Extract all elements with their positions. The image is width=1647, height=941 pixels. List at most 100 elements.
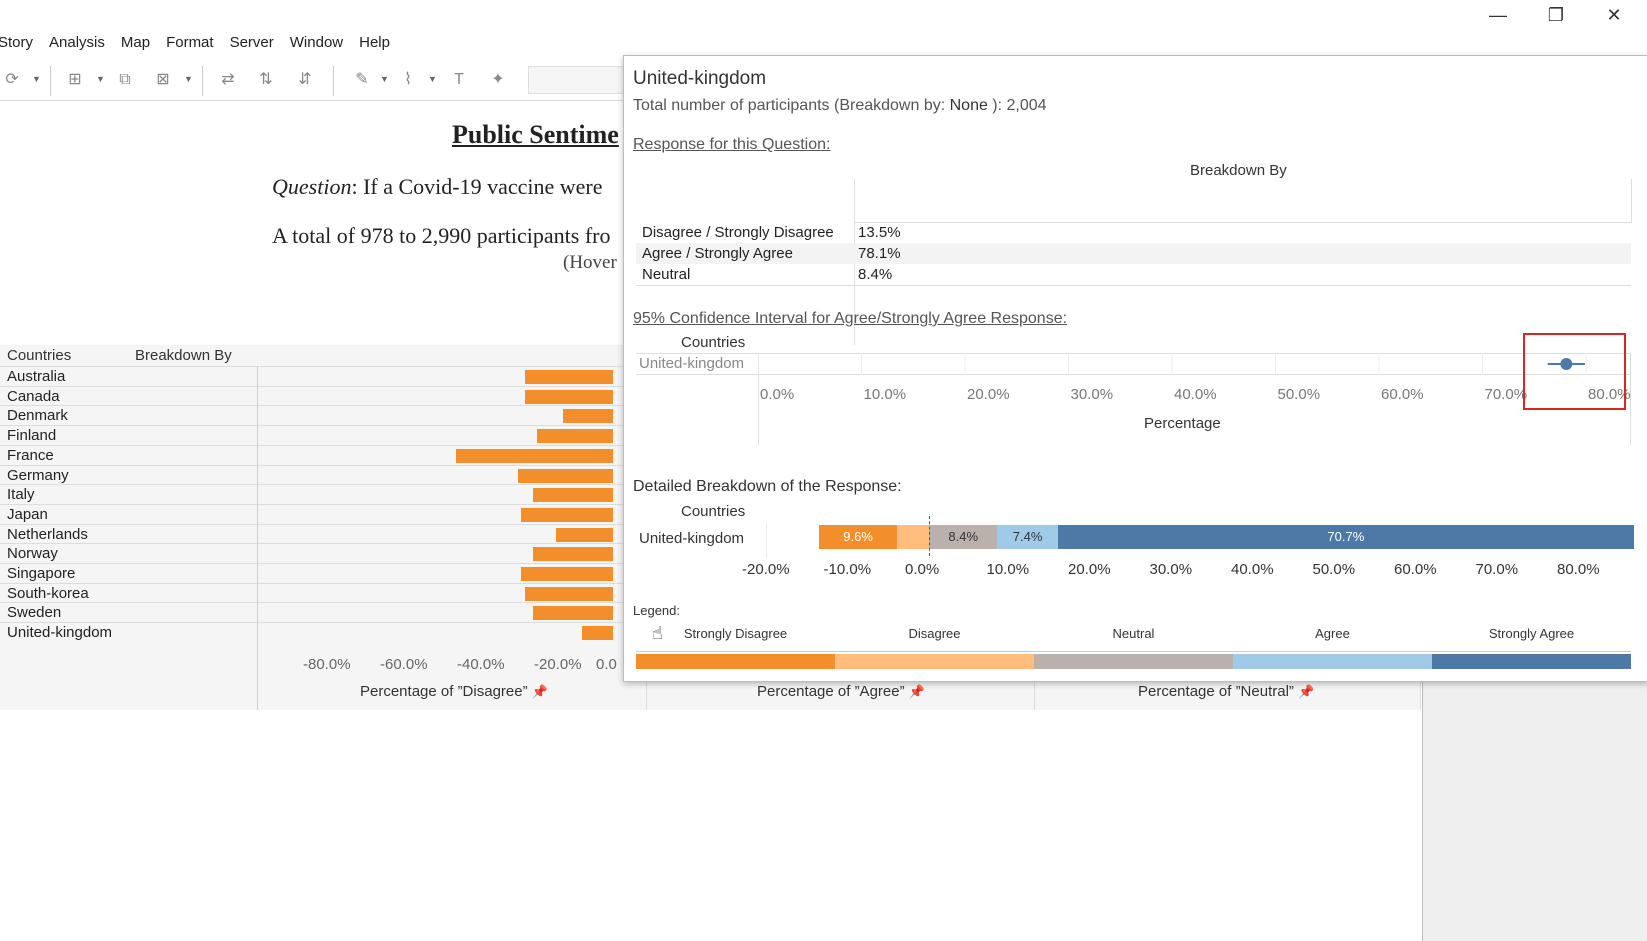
axis-divider — [257, 366, 258, 710]
country-row[interactable]: Denmark — [0, 405, 625, 426]
disagree-bar[interactable] — [563, 409, 613, 424]
country-row[interactable]: France — [0, 444, 625, 466]
legend-swatch[interactable] — [1034, 654, 1233, 669]
response-label: Agree / Strongly Agree — [642, 245, 793, 262]
new-worksheet-icon[interactable]: ⊞ — [68, 71, 82, 88]
detail-heading: Detailed Breakdown of the Response: — [633, 478, 902, 495]
segment-strongly-agree[interactable]: 70.7% — [1057, 525, 1634, 549]
chevron-down-icon[interactable]: ▼ — [428, 74, 437, 84]
country-label: Germany — [7, 466, 69, 484]
disagree-bar[interactable] — [536, 429, 613, 444]
toolbar-divider — [202, 66, 203, 96]
country-row[interactable]: South-korea — [0, 582, 625, 604]
duplicate-icon[interactable]: ⧉ — [119, 71, 131, 88]
toolbar: ⟳ ▼ ⊞ ▼ ⧉ ⊠ ▼ ⇄ ⇅ ⇵ ✎ ▼ ⌇ ▼ T ✦ — [0, 60, 640, 101]
menu-help[interactable]: Help — [359, 34, 390, 51]
pin-icon[interactable]: ✦ — [491, 71, 505, 88]
response-value: 13.5% — [858, 224, 901, 241]
refresh-icon[interactable]: ⟳ — [5, 71, 19, 88]
countries-header: Countries — [7, 347, 72, 364]
sort-descending-icon[interactable]: ⇵ — [298, 71, 312, 88]
chevron-down-icon[interactable]: ▼ — [96, 74, 105, 84]
restore-button[interactable]: ❐ — [1547, 5, 1565, 25]
table-row[interactable]: Disagree / Strongly Disagree 13.5% — [636, 222, 1631, 243]
legend-swatch[interactable] — [835, 654, 1034, 669]
disagree-bar[interactable] — [456, 448, 613, 463]
pin-icon[interactable]: 📌 — [531, 684, 548, 699]
disagree-bar[interactable] — [525, 586, 613, 601]
ci-countries-header: Countries — [681, 334, 746, 351]
dashboard-question: Question: If a Covid-19 vaccine were — [272, 174, 603, 200]
toolbar-divider — [50, 66, 51, 96]
highlight-icon[interactable]: ✎ — [355, 71, 369, 88]
disagree-bar[interactable] — [517, 468, 613, 483]
menu-map[interactable]: Map — [120, 34, 151, 51]
disagree-bar[interactable] — [582, 626, 613, 641]
legend-swatch[interactable] — [636, 654, 835, 669]
country-row[interactable]: Germany — [0, 464, 625, 486]
pin-icon[interactable]: 📌 — [1298, 684, 1315, 699]
disagree-bar[interactable] — [521, 567, 613, 581]
ci-highlight-box — [1523, 333, 1626, 410]
menu-window[interactable]: Window — [289, 34, 344, 51]
country-label: Canada — [7, 387, 60, 405]
legend-divider — [636, 651, 1631, 652]
segment-strongly-disagree[interactable]: 9.6% — [818, 525, 898, 549]
menu-format[interactable]: Format — [166, 34, 214, 51]
country-row[interactable]: Singapore — [0, 563, 625, 584]
chevron-down-icon[interactable]: ▼ — [32, 74, 41, 84]
disagree-bar[interactable] — [521, 507, 613, 522]
minimize-button[interactable]: — — [1489, 5, 1507, 25]
country-row[interactable]: Japan — [0, 503, 625, 525]
disagree-bar[interactable] — [525, 370, 613, 384]
segment-agree[interactable]: 7.4% — [997, 525, 1058, 549]
neutral-axis-title[interactable]: Percentage of ”Neutral” 📌 — [1138, 683, 1314, 700]
close-button[interactable]: ✕ — [1606, 5, 1622, 25]
disagree-bar[interactable] — [555, 527, 613, 542]
menu-server[interactable]: Server — [229, 34, 274, 51]
disagree-bar[interactable] — [532, 488, 613, 503]
country-label: Italy — [7, 486, 35, 504]
sort-ascending-icon[interactable]: ⇅ — [259, 71, 273, 88]
country-row[interactable]: Sweden — [0, 602, 625, 623]
ci-country-label: United-kingdom — [639, 355, 745, 372]
menu-story[interactable]: Story — [0, 34, 34, 51]
segment-neutral[interactable]: 8.4% — [929, 525, 998, 549]
country-row[interactable]: Netherlands — [0, 523, 625, 545]
country-row[interactable]: Finland — [0, 425, 625, 446]
tooltip-country-title: United-kingdom — [633, 68, 767, 89]
clear-sheet-icon[interactable]: ⊠ — [156, 71, 170, 88]
table-row[interactable]: Neutral 8.4% — [636, 264, 1631, 286]
country-row[interactable]: United-kingdom — [0, 622, 625, 643]
country-label: Denmark — [7, 407, 68, 425]
ci-row-top-border — [636, 353, 1631, 354]
legend-swatch[interactable] — [1233, 654, 1432, 669]
swap-icon[interactable]: ⇄ — [221, 71, 235, 88]
agree-axis-title[interactable]: Percentage of ”Agree” 📌 — [757, 683, 925, 700]
segment-disagree[interactable] — [897, 525, 929, 549]
table-row[interactable]: Agree / Strongly Agree 78.1% — [636, 243, 1631, 264]
detail-tick-label: 40.0% — [1231, 561, 1274, 578]
disagree-bar[interactable] — [525, 389, 613, 404]
menu-analysis[interactable]: Analysis — [49, 34, 105, 51]
country-row[interactable]: Norway — [0, 543, 625, 564]
disagree-bar[interactable] — [532, 547, 613, 562]
text-icon[interactable]: T — [454, 71, 464, 88]
annotate-icon[interactable]: ⌇ — [404, 71, 412, 88]
country-label: Japan — [7, 505, 48, 523]
ci-estimate-point[interactable] — [1560, 358, 1573, 370]
detail-tick-label: 0.0% — [905, 561, 940, 578]
disagree-bar[interactable] — [532, 606, 613, 621]
country-row[interactable]: Australia — [0, 366, 625, 387]
country-row[interactable]: Italy — [0, 484, 625, 505]
pin-icon[interactable]: 📌 — [908, 684, 925, 699]
detail-tick-label: 50.0% — [1312, 561, 1356, 578]
disagree-axis-title[interactable]: Percentage of ”Disagree” 📌 — [360, 683, 548, 700]
chevron-down-icon[interactable]: ▼ — [380, 74, 389, 84]
legend-swatch[interactable] — [1432, 654, 1631, 669]
neutral-axis-label: Percentage of ”Neutral” — [1138, 683, 1294, 700]
axis-divider — [646, 675, 647, 710]
detail-tick-label: 20.0% — [1068, 561, 1111, 578]
country-row[interactable]: Canada — [0, 385, 625, 407]
chevron-down-icon[interactable]: ▼ — [184, 74, 193, 84]
